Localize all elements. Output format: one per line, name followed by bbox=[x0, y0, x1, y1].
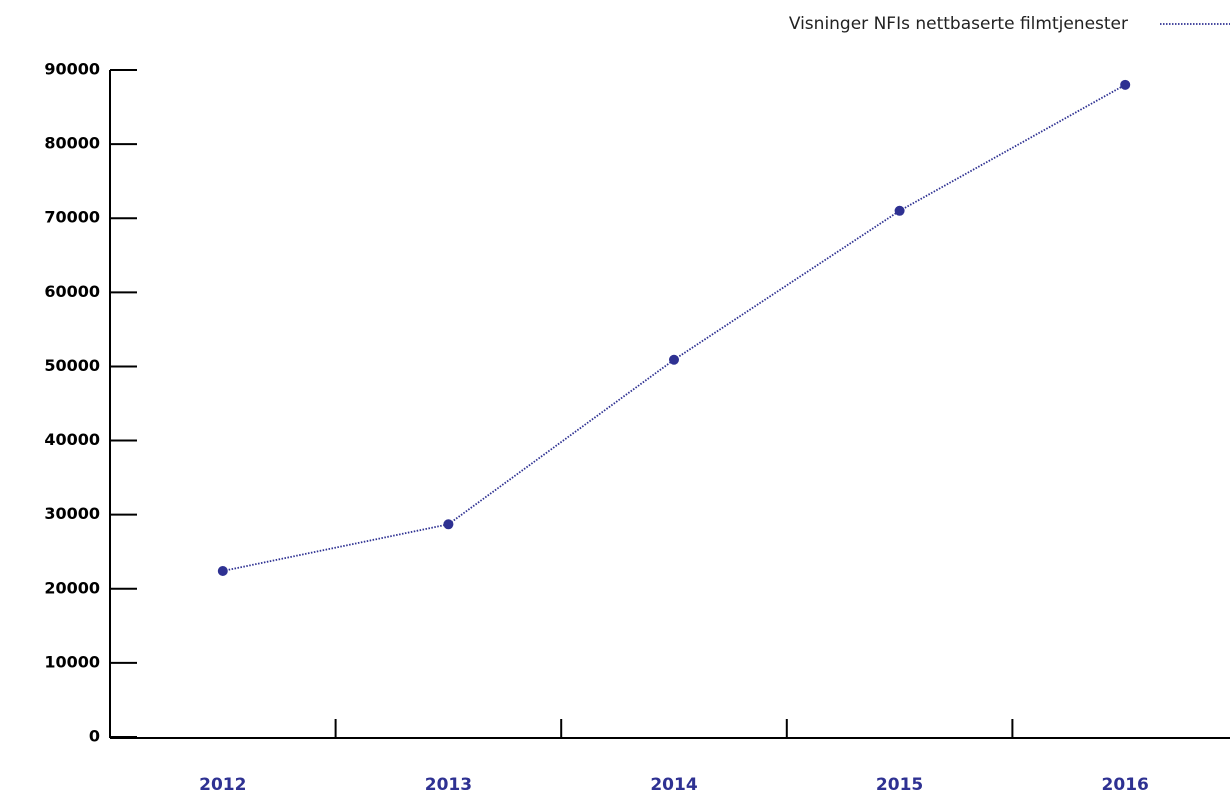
x-tick-label: 2012 bbox=[199, 775, 246, 795]
y-tick-label: 60000 bbox=[44, 282, 100, 301]
point bbox=[894, 205, 905, 216]
point bbox=[1120, 79, 1131, 90]
point bbox=[217, 565, 228, 576]
x-tick-label: 2016 bbox=[1102, 775, 1149, 795]
y-tick-label: 0 bbox=[89, 727, 100, 746]
x-tick-label: 2013 bbox=[425, 775, 472, 795]
y-tick-label: 50000 bbox=[44, 356, 100, 375]
y-tick-label: 10000 bbox=[44, 652, 100, 671]
x-tick-label: 2015 bbox=[876, 775, 923, 795]
point bbox=[443, 519, 454, 530]
x-tick-label: 2014 bbox=[650, 775, 697, 795]
line bbox=[222, 84, 1126, 572]
y-tick-label: 80000 bbox=[44, 134, 100, 153]
legend-label: Visninger NFIs nettbaserte filmtjenester bbox=[789, 14, 1128, 34]
y-tick-label: 40000 bbox=[44, 430, 100, 449]
y-tick-label: 30000 bbox=[44, 504, 100, 523]
y-tick-label: 70000 bbox=[44, 208, 100, 227]
y-tick-label: 20000 bbox=[44, 578, 100, 597]
point bbox=[669, 354, 679, 365]
y-tick-label: 90000 bbox=[44, 60, 100, 79]
